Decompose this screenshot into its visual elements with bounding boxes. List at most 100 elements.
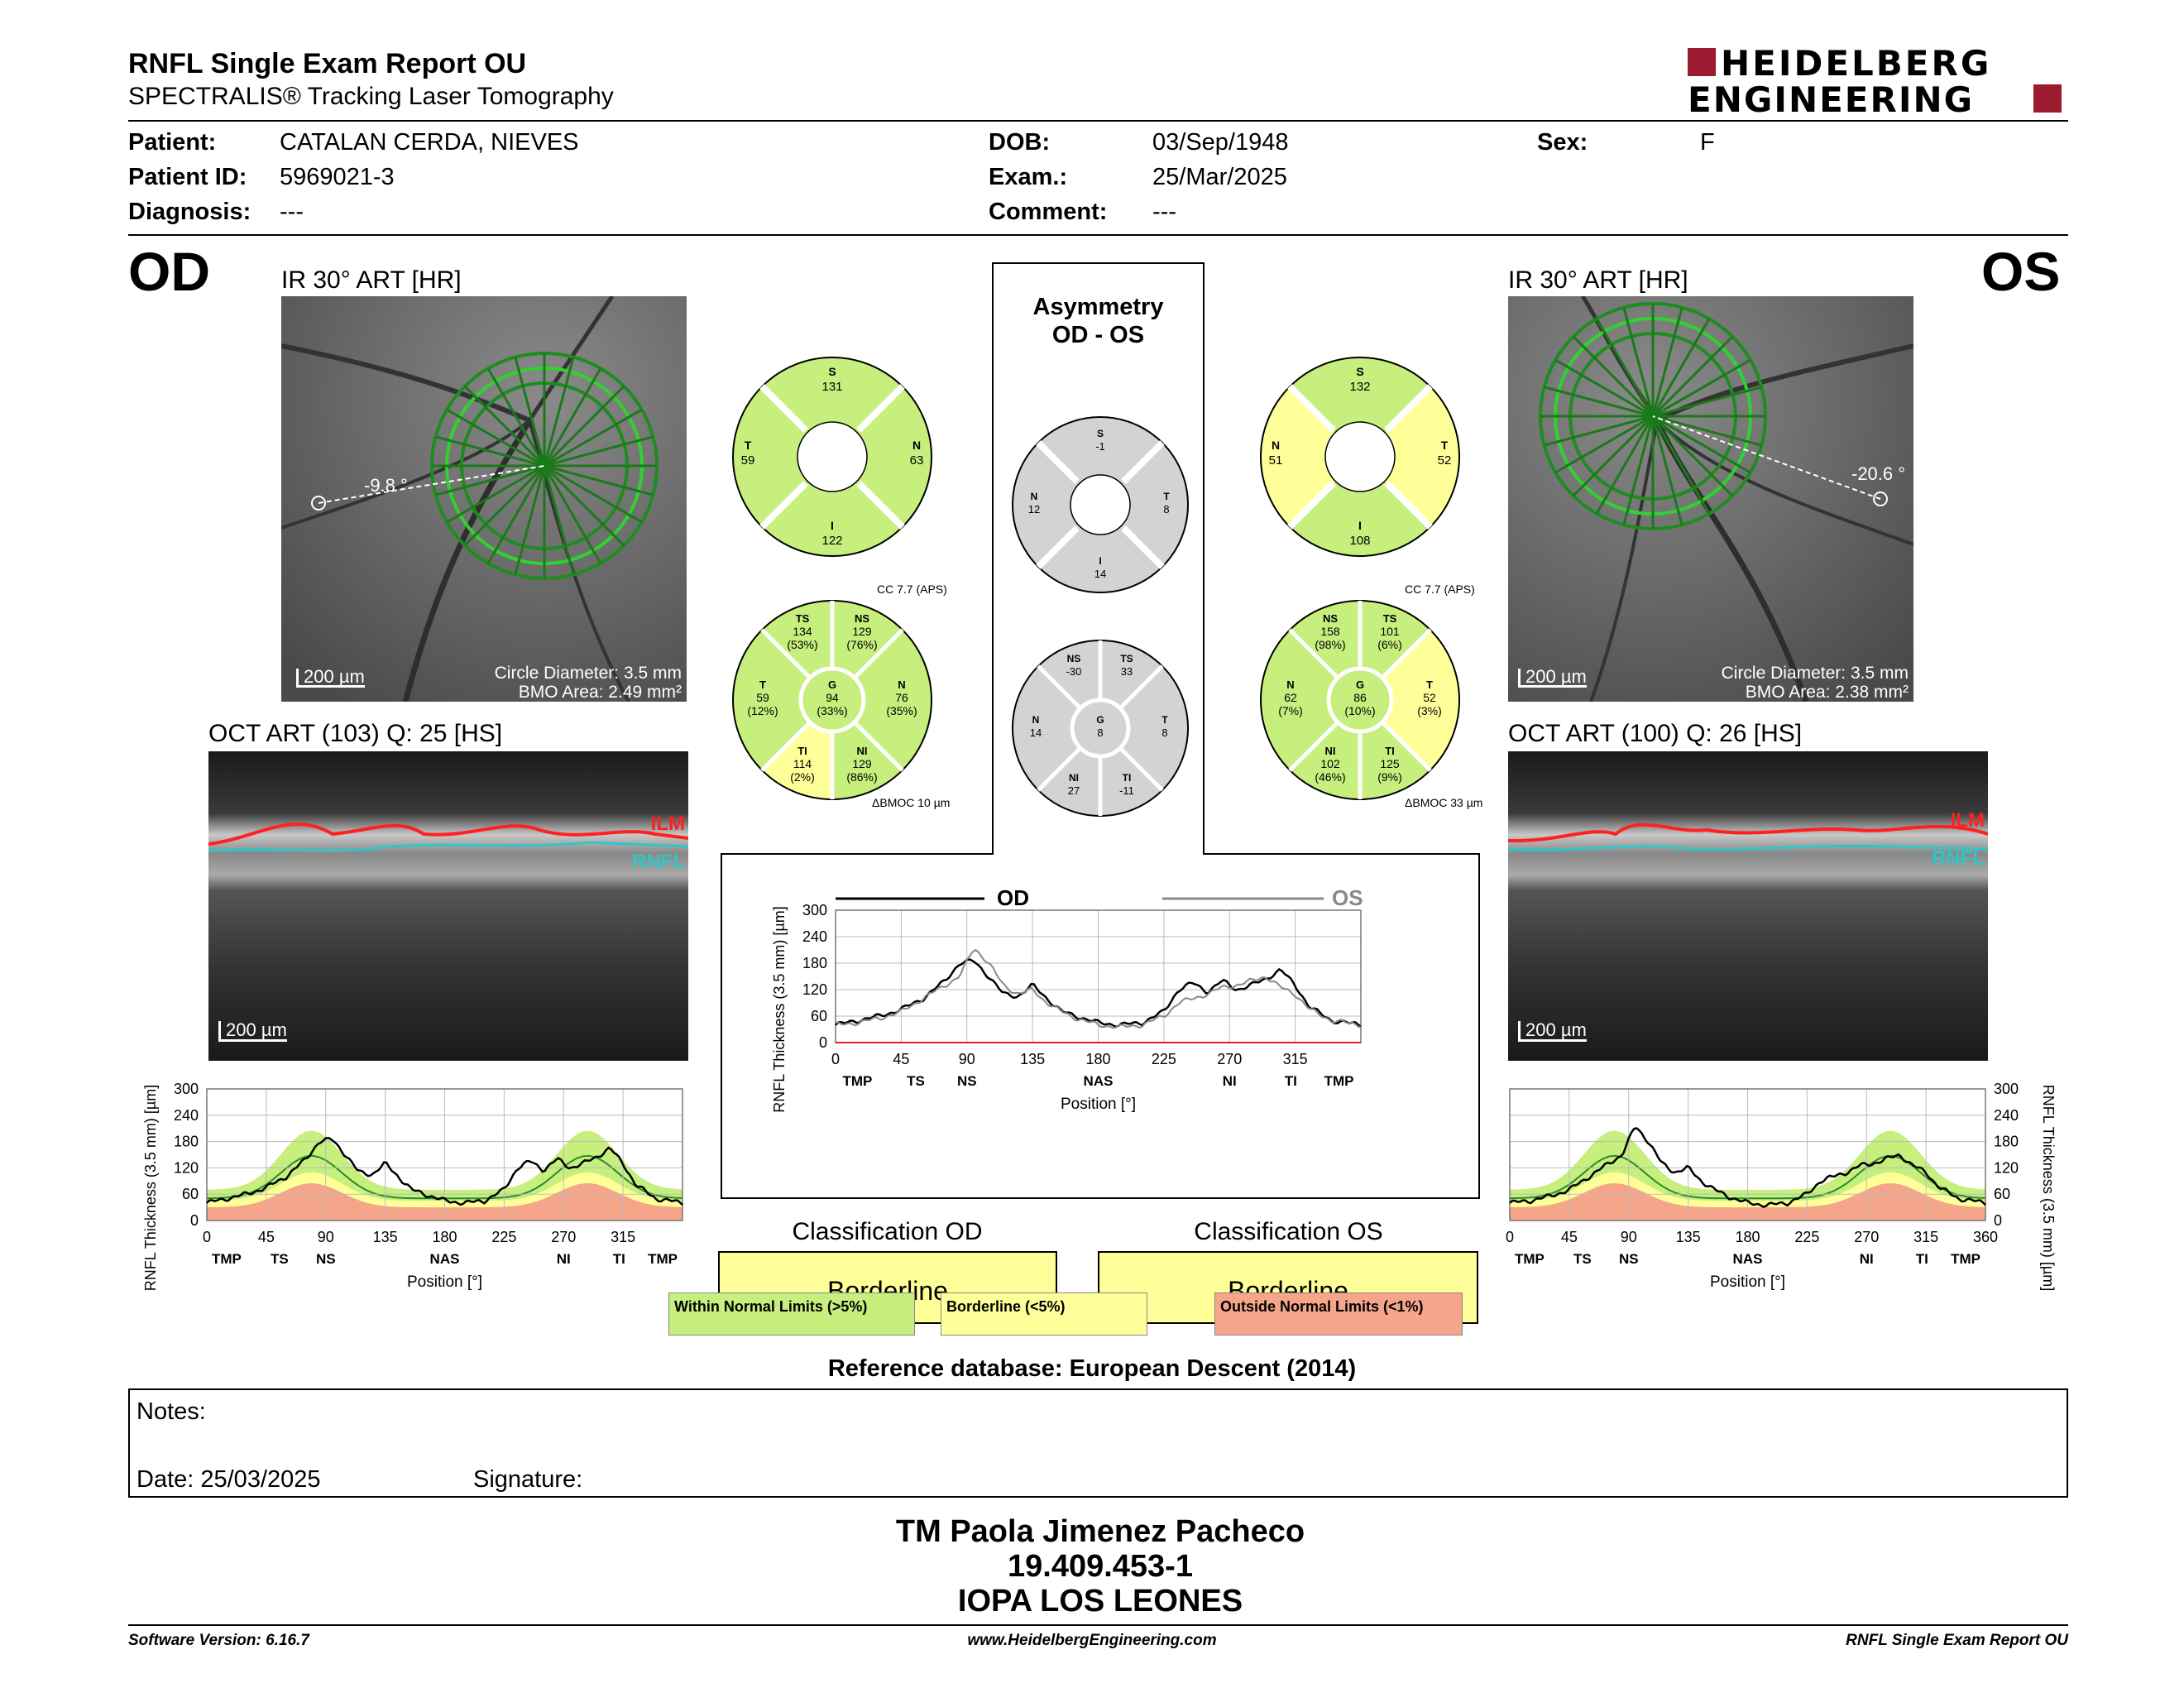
od-s6-n-label: N: [898, 679, 905, 691]
os-q-n-label: N: [1272, 439, 1280, 452]
od-s6-t-label: T: [759, 679, 766, 691]
series-line-thickness: [1509, 1127, 1986, 1209]
os-s6-ns-label: NS: [1323, 612, 1338, 625]
x-tick-label: 0: [831, 1051, 840, 1067]
od-oct-image: ILM RNFL 200 µm: [208, 751, 688, 1061]
diagnosis-label: Diagnosis:: [128, 199, 251, 225]
report-title: RNFL Single Exam Report OU: [128, 48, 527, 79]
os-s6-ni: 102: [1320, 757, 1340, 770]
region-label: TMP: [648, 1251, 678, 1267]
divider: [128, 120, 2068, 122]
od-q-t: 59: [741, 453, 755, 468]
x-axis-label: Position [°]: [407, 1273, 482, 1291]
asym-q-n-label: N: [1031, 491, 1038, 502]
x-tick-label: 45: [893, 1051, 909, 1067]
os-oct-label: OCT ART (100) Q: 26 [HS]: [1508, 720, 1803, 747]
scan-spoke: [514, 357, 546, 467]
od-fundus-svg: [281, 296, 687, 702]
os-s6-ni-pct: (46%): [1315, 770, 1345, 784]
od-q-t-label: T: [745, 439, 752, 452]
x-tick-label: 270: [1217, 1051, 1242, 1067]
od-q-s-label: S: [828, 365, 836, 378]
od-s6-t: 59: [756, 691, 769, 704]
os-bmo-area: BMO Area: 2.38 mm²: [1745, 683, 1909, 702]
y-tick-label: 120: [174, 1159, 199, 1176]
notes-box[interactable]: Notes: Date: 25/03/2025 Signature:: [128, 1388, 2068, 1498]
od-rnfl-label: RNFL: [632, 851, 685, 873]
scan-spoke: [1595, 318, 1655, 417]
asym-s6-g-label: G: [1096, 714, 1104, 726]
scan-spoke: [1652, 415, 1762, 447]
od-ir-label: IR 30° ART [HR]: [281, 266, 462, 294]
scan-spoke: [1652, 386, 1762, 418]
x-tick-label: 315: [611, 1229, 635, 1245]
series-line-od: [835, 958, 1362, 1029]
y-tick-label: 300: [1994, 1081, 2019, 1097]
x-tick-label: 360: [1973, 1229, 1998, 1245]
os-s6-ns-pct: (98%): [1315, 638, 1345, 651]
region-label: NI: [1223, 1073, 1237, 1089]
os-s6-ti-pct: (9%): [1377, 770, 1402, 784]
asym-s6-g: 8: [1097, 727, 1103, 739]
region-label: TMP: [212, 1251, 242, 1267]
y-tick-label: 180: [1994, 1134, 2019, 1150]
signer-org: IOPA LOS LEONES: [957, 1584, 1243, 1618]
scan-spoke: [1651, 307, 1684, 417]
scan-spoke: [544, 464, 654, 496]
logo-square-icon: [1688, 48, 1716, 76]
od-s6-ti-pct: (2%): [790, 770, 815, 784]
comment: ---: [1152, 199, 1176, 225]
asym-s6-ns-label: NS: [1067, 653, 1081, 664]
y-tick-label: 300: [174, 1081, 199, 1097]
region-label: TI: [1916, 1251, 1928, 1267]
os-s6-n: 62: [1284, 691, 1297, 704]
region-label: TS: [1573, 1251, 1592, 1267]
y-tick-label: 240: [802, 928, 827, 945]
od-s6-t-pct: (12%): [747, 704, 778, 717]
x-axis-label: Position [°]: [1710, 1273, 1785, 1291]
asym-s6-ts-label: TS: [1120, 653, 1133, 664]
scan-spoke: [1652, 415, 1751, 474]
os-s6-ti-label: TI: [1385, 745, 1395, 757]
x-tick-label: 45: [1561, 1229, 1578, 1245]
asym-s6-ti: -11: [1119, 784, 1134, 797]
od-thickness-chart: 0 60 120 180 240 300 0 45 90 135 180 225 270 315 TMP TS…: [142, 1081, 683, 1291]
x-tick-label: 45: [258, 1229, 275, 1245]
os-fundus-svg: [1508, 296, 1913, 702]
od-sector-diagram: TS 134 (53%) NS 129 (76%) T 59 (12%) G 9…: [732, 600, 932, 800]
scan-spoke: [543, 385, 625, 468]
os-sector-diagram: NS 158 (98%) TS 101 (6%) N 62 (7%) G 86 …: [1260, 600, 1460, 800]
os-s6-ts-pct: (6%): [1377, 638, 1402, 651]
scan-spoke: [1554, 358, 1654, 418]
y-axis-label: RNFL Thickness (3.5 mm) [µm]: [2040, 1085, 2057, 1291]
os-q-t-label: T: [1441, 439, 1449, 452]
x-tick-label: 90: [1621, 1229, 1637, 1245]
y-tick-label: 240: [174, 1107, 199, 1124]
od-q-n-label: N: [912, 439, 921, 452]
os-rnfl-label: RNFL: [1932, 847, 1985, 870]
legend-os-label: OS: [1332, 885, 1363, 910]
region-label: NI: [1860, 1251, 1874, 1267]
patient-name: CATALAN CERDA, NIEVES: [280, 129, 579, 156]
x-tick-label: 0: [1506, 1229, 1514, 1245]
region-label: NI: [557, 1251, 571, 1267]
scan-spoke: [486, 367, 546, 467]
asymmetry-title-line1: Asymmetry: [1032, 294, 1164, 320]
scan-spoke: [544, 435, 654, 468]
region-label: TI: [613, 1251, 625, 1267]
scan-spoke: [1554, 415, 1654, 474]
os-q-i: 108: [1349, 534, 1370, 548]
asym-quadrant-diagram: S -1 N 12 T 8 I 14: [1012, 416, 1189, 593]
x-tick-label: 225: [1794, 1229, 1819, 1245]
os-oct-scale: 200 µm: [1518, 1021, 1587, 1042]
scan-spoke: [446, 408, 545, 468]
asym-s6-ns: -30: [1066, 665, 1082, 678]
os-oct-image: ILM RNFL 200 µm: [1508, 751, 1988, 1061]
scan-spoke: [1544, 415, 1654, 447]
scan-spoke: [1651, 415, 1711, 515]
os-q-n: 51: [1269, 453, 1283, 468]
os-q-i-label: I: [1358, 519, 1362, 532]
scan-spoke: [435, 435, 545, 468]
website-link[interactable]: www.HeidelbergEngineering.com: [967, 1632, 1217, 1649]
os-q-s-label: S: [1356, 365, 1363, 378]
